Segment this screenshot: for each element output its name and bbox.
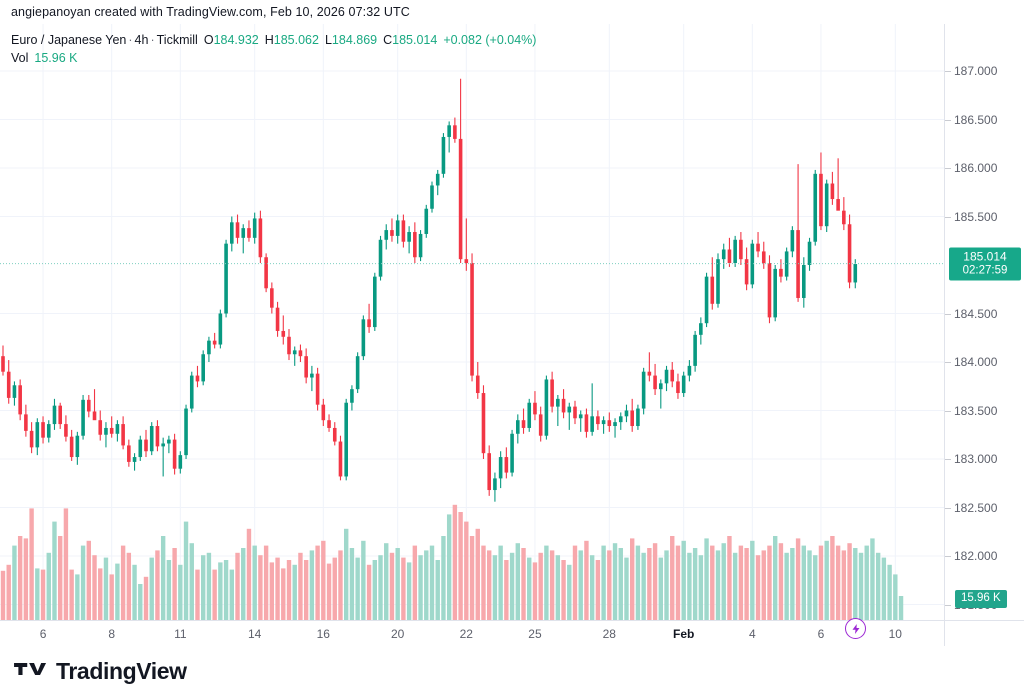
volume-value-badge: 15.96 K	[955, 590, 1007, 608]
price-tick-mark	[945, 216, 951, 218]
bar-countdown: 02:27:59	[962, 264, 1008, 277]
price-tick-mark	[945, 71, 951, 72]
price-tick-mark	[945, 119, 951, 121]
time-tick-label: 4	[748, 627, 756, 641]
candlestick-plot[interactable]	[0, 24, 944, 620]
time-tick-label: 28	[602, 627, 616, 641]
price-tick-mark	[945, 362, 951, 363]
price-tick-label: 185.500	[954, 209, 998, 224]
attribution-text: angiepanoyan created with TradingView.co…	[11, 5, 410, 19]
price-tick-label: 187.000	[954, 64, 998, 78]
time-tick-label: 16	[316, 627, 330, 641]
price-tick-mark	[945, 313, 951, 315]
price-tick-mark	[945, 604, 951, 606]
axis-corner-divider	[944, 621, 945, 646]
footer-branding: TradingView	[0, 646, 1024, 696]
price-tick-label: 186.000	[954, 161, 998, 175]
price-tick-label: 184.000	[954, 355, 998, 369]
time-tick-label: 25	[528, 627, 542, 641]
price-tick-mark	[945, 410, 951, 412]
price-tick-label: 186.500	[954, 112, 998, 127]
price-tick-mark	[945, 556, 951, 557]
tradingview-logo-icon	[14, 663, 47, 676]
time-tick-label: 6	[39, 627, 47, 641]
time-tick-label: 22	[459, 627, 473, 641]
time-tick-label: 8	[108, 627, 116, 641]
price-tick-label: 183.500	[954, 403, 998, 418]
time-tick-label: 6	[817, 627, 825, 641]
time-tick-label: Feb	[673, 627, 695, 641]
time-tick-label: 14	[247, 627, 262, 641]
price-tick-label: 182.000	[954, 549, 998, 563]
price-tick-label: 183.000	[954, 452, 998, 466]
time-scale-axis[interactable]: 6 8 11 14 16 20 22 25 28 Feb 4 6 10	[0, 620, 1024, 646]
price-tick-mark	[945, 507, 951, 509]
price-scale-axis[interactable]: 187.000 186.500 186.000 185.500 184.500 184.0…	[944, 24, 1024, 620]
price-tick-label: 182.500	[954, 500, 998, 515]
chart-frame: Euro / Japanese Yen · 4h · Tickmill O184.932 H…	[0, 24, 1024, 646]
alert-bolt-icon[interactable]	[845, 618, 867, 639]
current-price-value: 185.014	[963, 249, 1007, 264]
time-tick-label: 20	[390, 627, 405, 641]
time-tick-label: 11	[174, 627, 187, 641]
price-tick-mark	[945, 459, 951, 460]
price-tick-mark	[945, 168, 951, 169]
lightning-glyph	[852, 623, 860, 634]
current-price-badge: 185.014 02:27:59	[949, 247, 1021, 281]
chart-plot-pane[interactable]	[0, 24, 944, 620]
price-tick-label: 184.500	[954, 306, 998, 321]
time-tick-label: 10	[888, 627, 902, 641]
tradingview-wordmark: TradingView	[56, 657, 187, 684]
